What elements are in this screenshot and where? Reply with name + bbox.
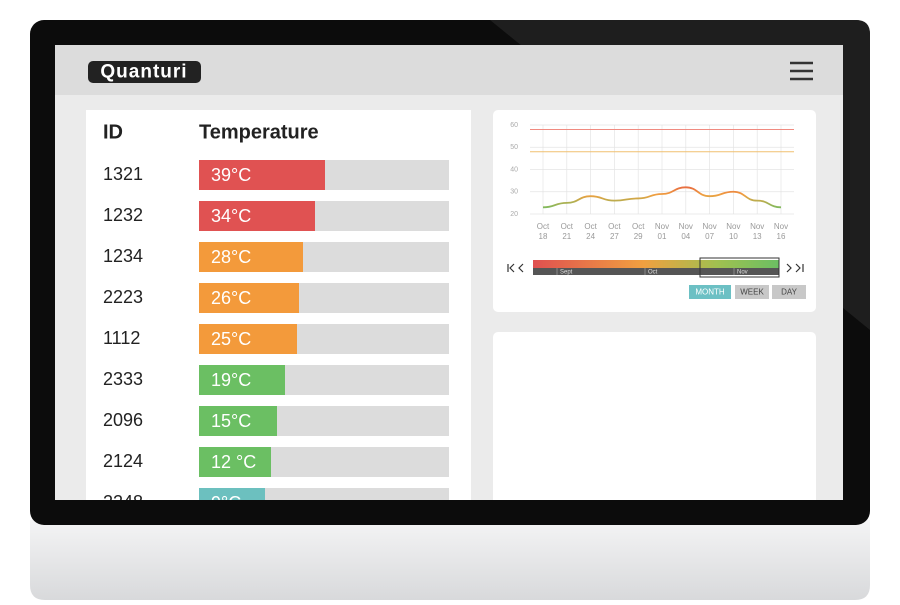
menu-icon[interactable] — [790, 61, 813, 81]
x-tick-label: 18 — [539, 232, 548, 241]
temperature-bar — [199, 365, 285, 395]
range-button-label[interactable]: DAY — [781, 288, 798, 297]
column-header: Temperature — [199, 121, 319, 143]
range-button[interactable] — [772, 285, 806, 299]
temperature-label: 19°C — [211, 370, 251, 390]
logo[interactable]: Quanturi — [100, 62, 187, 83]
temperature-label: 34°C — [211, 206, 251, 226]
x-tick-label: Nov — [655, 222, 669, 231]
temperature-line — [542, 186, 782, 209]
temperature-label: 25°C — [211, 329, 251, 349]
x-tick-label: Nov — [702, 222, 716, 231]
y-tick-label: 60 — [510, 122, 518, 129]
temperature-label: 9°C — [211, 493, 241, 513]
y-tick-label: 50 — [510, 144, 518, 151]
temperature-bar — [199, 447, 271, 477]
row-id: 2333 — [103, 369, 143, 389]
navigator-bar — [533, 260, 779, 268]
chart-card — [493, 110, 816, 312]
row-id: 1232 — [103, 205, 143, 225]
x-tick-label: 24 — [586, 232, 595, 241]
temperature-bar — [199, 488, 265, 500]
temperature-bar — [199, 160, 325, 190]
row-id: 2096 — [103, 410, 143, 430]
navigator-timeline — [533, 268, 779, 275]
row-id: 1112 — [103, 328, 140, 348]
temperature-label: 15°C — [211, 411, 251, 431]
monitor-chin — [30, 520, 870, 600]
range-button-label[interactable]: WEEK — [740, 288, 764, 297]
temperature-label: 39°C — [211, 165, 251, 185]
temperature-label: 28°C — [211, 247, 251, 267]
row-id: 2124 — [103, 451, 143, 471]
x-tick-label: Nov — [679, 222, 693, 231]
x-tick-label: Nov — [774, 222, 788, 231]
x-tick-label: 04 — [681, 232, 690, 241]
x-tick-label: 29 — [634, 232, 643, 241]
x-tick-label: 21 — [562, 232, 571, 241]
range-button[interactable] — [689, 285, 731, 299]
x-tick-label: Nov — [750, 222, 764, 231]
y-tick-label: 20 — [510, 211, 518, 218]
empty-card — [493, 332, 816, 500]
y-tick-label: 40 — [510, 166, 518, 173]
navigator-selection[interactable] — [699, 257, 780, 278]
temperature-bar — [199, 201, 315, 231]
navigator-label: Oct — [648, 270, 658, 276]
x-tick-label: Oct — [537, 222, 550, 231]
x-tick-label: 13 — [753, 232, 762, 241]
x-tick-label: Nov — [726, 222, 740, 231]
y-tick-label: 30 — [510, 189, 518, 196]
range-button-label[interactable]: MONTH — [695, 288, 725, 297]
x-tick-label: 27 — [610, 232, 619, 241]
x-tick-label: 01 — [658, 232, 667, 241]
x-tick-label: 10 — [729, 232, 738, 241]
x-tick-label: 16 — [777, 232, 786, 241]
temperature-label: 26°C — [211, 288, 251, 308]
range-button[interactable] — [735, 285, 769, 299]
navigator-label: Sept — [560, 270, 573, 276]
temperature-label: 12 °C — [211, 452, 256, 472]
navigator-label: Nov — [737, 270, 748, 276]
row-id: 1321 — [103, 164, 143, 184]
logo-box[interactable] — [88, 61, 201, 83]
row-id: 2248 — [103, 492, 143, 512]
temperature-bar — [199, 406, 277, 436]
column-header: ID — [103, 121, 123, 143]
row-id: 2223 — [103, 287, 143, 307]
x-tick-label: Oct — [608, 222, 621, 231]
x-tick-label: Oct — [561, 222, 574, 231]
temperature-bar — [199, 242, 303, 272]
nav-icons[interactable] — [507, 263, 804, 273]
temperature-bar — [199, 283, 299, 313]
x-tick-label: Oct — [632, 222, 645, 231]
temperature-bar — [199, 324, 297, 354]
x-tick-label: 07 — [705, 232, 714, 241]
row-id: 1234 — [103, 246, 143, 266]
x-tick-label: Oct — [584, 222, 597, 231]
